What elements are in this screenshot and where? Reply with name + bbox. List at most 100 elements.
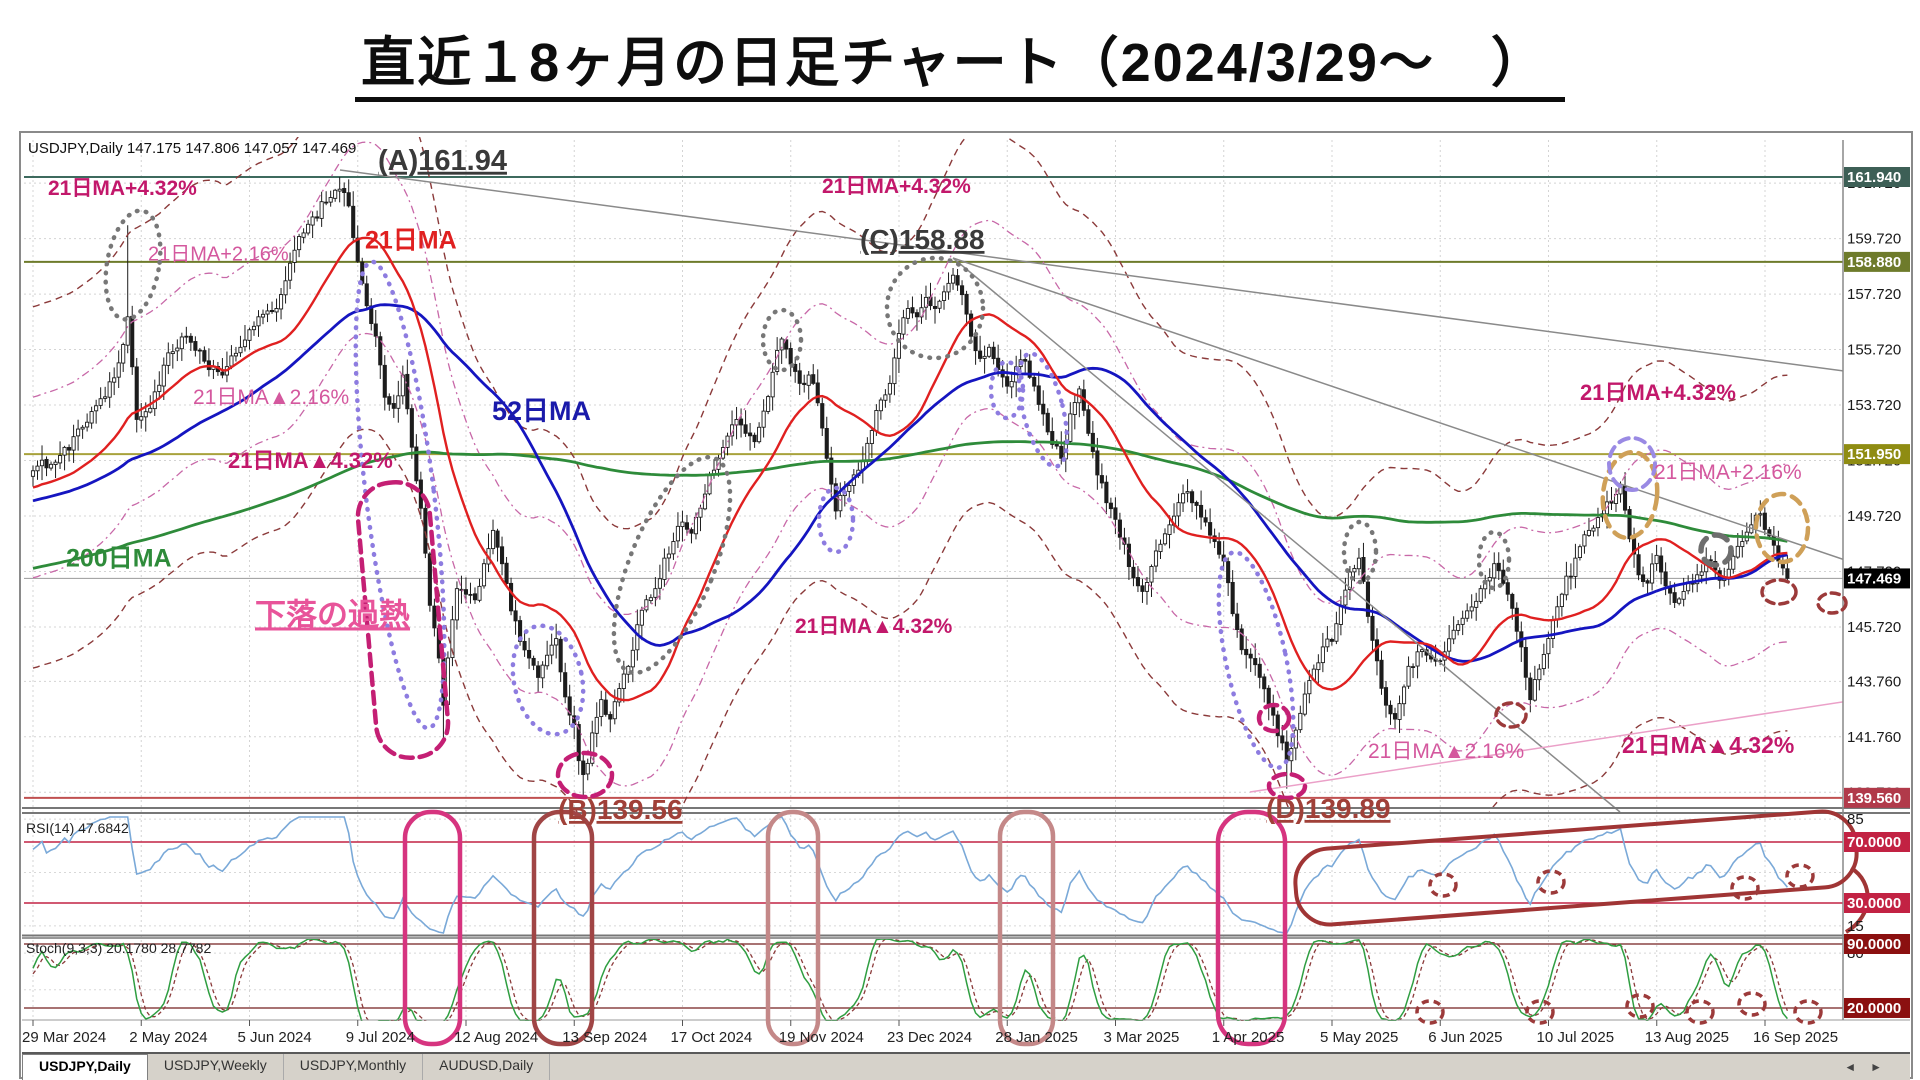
label-ma-up216-right: 21日MA▲2.16% (1368, 740, 1524, 763)
date-tick: 10 Jul 2025 (1537, 1029, 1615, 1046)
label-ma-plus216-right: 21日MA+2.16% (1654, 461, 1802, 484)
price-tick: 159.720 (1847, 231, 1901, 248)
annotation-gray-dot (103, 208, 163, 322)
label-ma-up432-center: 21日MA▲4.32% (795, 615, 953, 638)
indicator-highlight-rect (531, 809, 595, 1047)
stoch-level-box: 90.0000 (1847, 936, 1901, 953)
label-ma200-label: 200日MA (66, 545, 172, 573)
stoch-dip-circle (1737, 991, 1767, 1017)
drawn-annotations (103, 208, 1870, 1047)
annotation-gray-dot (1341, 519, 1379, 585)
price-tick: 157.720 (1847, 286, 1901, 303)
label-ma-plus432-left: 21日MA+4.32% (48, 177, 197, 200)
scroll-left-icon[interactable]: ◄ (1844, 1060, 1857, 1074)
indicator-highlight-rect (765, 809, 821, 1047)
indicator-highlight-rect (402, 809, 463, 1047)
annotation-magenta-dash (1266, 771, 1308, 801)
ma-200-line (32, 440, 1788, 570)
date-tick: 28 Jan 2025 (995, 1029, 1078, 1046)
label-point-a: (A)161.94 (378, 145, 507, 177)
label-ma52-label: 52日MA (492, 396, 591, 426)
rsi-dip-circle (1730, 875, 1760, 901)
annotation-gray-dot (1476, 529, 1512, 591)
price-tick: 141.760 (1847, 729, 1901, 746)
annotation-tan-dash (1600, 449, 1660, 541)
date-tick: 12 Aug 2024 (454, 1029, 538, 1046)
label-overheat: 下落の過熱 (255, 597, 410, 632)
date-tick: 5 May 2025 (1320, 1029, 1398, 1046)
rsi-dip-circle (1428, 872, 1458, 898)
annotation-tan-dash (1753, 491, 1811, 565)
stoch-dip-circle (1685, 999, 1715, 1025)
rsi-level-box: 30.0000 (1847, 895, 1901, 912)
rsi-level-box: 70.0000 (1847, 834, 1901, 851)
tab-audusd-daily[interactable]: AUDUSD,Daily (423, 1054, 551, 1080)
annotation-violet-dot (988, 359, 1026, 421)
stoch-dip-circle (1525, 999, 1555, 1025)
annotation-violet-dot (510, 623, 586, 737)
label-ma-up216-left: 21日MA▲2.16% (193, 386, 349, 409)
rsi-scale: 85 (1847, 811, 1864, 828)
tab-usdjpy-monthly[interactable]: USDJPY,Monthly (284, 1054, 424, 1080)
tab-usdjpy-weekly[interactable]: USDJPY,Weekly (148, 1054, 284, 1080)
band-lower-432 (32, 428, 1788, 814)
annotation-magenta-dash (555, 750, 615, 800)
rsi-label: RSI(14) 47.6842 (26, 820, 129, 836)
date-tick: 16 Sep 2025 (1753, 1029, 1838, 1046)
date-tick: 23 Dec 2024 (887, 1029, 972, 1046)
price-tick: 143.760 (1847, 673, 1901, 690)
trendline-2 (952, 257, 1621, 813)
annotation-darkred-dash (1816, 591, 1848, 615)
label-ma21-label: 21日MA (365, 227, 457, 255)
date-tick: 1 Apr 2025 (1212, 1029, 1285, 1046)
annotation-gray-dot (611, 454, 733, 676)
indicator-highlight-rect (1215, 809, 1288, 1047)
label-ma-plus432-right: 21日MA+4.32% (1580, 380, 1736, 405)
price-axis: 161.720159.720157.720155.720153.720151.7… (1844, 167, 1910, 1018)
date-tick: 13 Sep 2024 (562, 1029, 647, 1046)
tabbar-spacer (550, 1054, 1844, 1080)
date-tick: 29 Mar 2024 (22, 1029, 106, 1046)
annotation-gray-dot (760, 307, 804, 373)
price-level-box: 158.880 (1847, 254, 1901, 271)
trendline-0 (339, 169, 1843, 372)
date-tick: 13 Aug 2025 (1645, 1029, 1729, 1046)
annotation-darkred-dash (1760, 578, 1798, 606)
annotation-violet-dot (1216, 549, 1296, 771)
scroll-right-icon[interactable]: ► (1870, 1060, 1882, 1074)
label-point-c: (C)158.88 (860, 224, 985, 255)
label-point-b: (B)139.56 (558, 794, 683, 825)
stoch-dip-circle (1793, 999, 1823, 1025)
price-tick: 155.720 (1847, 342, 1901, 359)
band-upper-216 (32, 141, 1788, 616)
annotation-labels: 21日MA+4.32% (A)161.94 21日MA+2.16% 21日MA 52日M… (48, 145, 1802, 825)
stoch-level-box: 20.0000 (1847, 1000, 1901, 1017)
price-level-box: 161.940 (1847, 169, 1901, 186)
date-tick: 3 Mar 2025 (1104, 1029, 1180, 1046)
page-title: 直近１8ヶ月の日足チャート（2024/3/29～ ） (0, 18, 1920, 102)
horizontal-levels (24, 176, 1843, 799)
date-tick: 17 Oct 2024 (671, 1029, 753, 1046)
tab-usdjpy-daily[interactable]: USDJPY,Daily (22, 1054, 148, 1080)
annotation-violet-dash (1607, 436, 1657, 492)
trendline-3 (1249, 701, 1843, 793)
label-ma-plus216-left: 21日MA+2.16% (148, 243, 289, 265)
annotation-magenta-dash (1256, 702, 1292, 734)
panel-labels: USDJPY,Daily 147.175 147.806 147.057 147… (26, 140, 356, 956)
stoch-dip-circle (1625, 993, 1655, 1019)
date-axis: 29 Mar 2024 2 May 2024 5 Jun 2024 9 Jul 202… (22, 1020, 1838, 1046)
trendline-1 (952, 257, 1843, 561)
price-level-box: 151.950 (1847, 446, 1901, 463)
price-level-box: 147.469 (1847, 570, 1901, 587)
label-point-d: (D)139.89 (1266, 793, 1391, 824)
ma-52-line (32, 303, 1788, 663)
annotation-zone (355, 479, 451, 761)
annotation-violet-dot (353, 259, 447, 731)
label-ma-up432-left: 21日MA▲4.32% (228, 448, 393, 473)
stoch-k-line (32, 938, 1788, 1021)
symbol-header: USDJPY,Daily 147.175 147.806 147.057 147… (28, 140, 356, 157)
date-tick: 6 Jun 2025 (1428, 1029, 1502, 1046)
annotation-darkred-dash (1494, 701, 1528, 729)
